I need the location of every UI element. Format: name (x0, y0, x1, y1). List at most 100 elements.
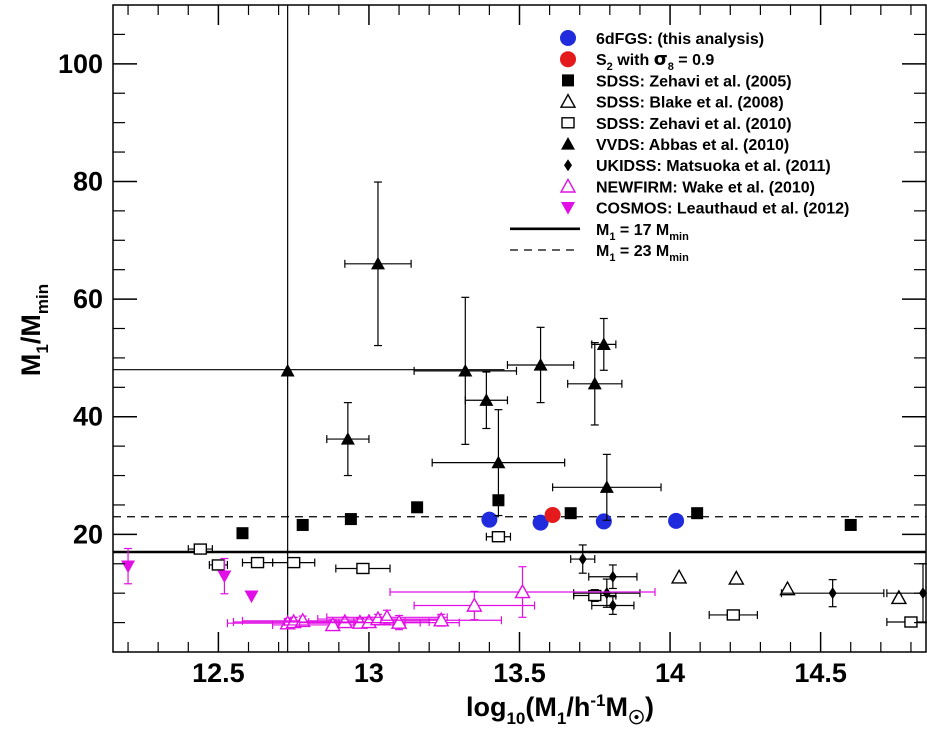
data-point (193, 543, 208, 555)
legend-label: SDSS: Blake et al. (2008) (596, 95, 784, 112)
y-tick-label: 80 (73, 166, 103, 196)
data-point (356, 562, 370, 575)
legend-swatch (560, 30, 576, 46)
data-point (564, 507, 577, 520)
legend-label: COSMOS: Leauthaud et al. (2012) (596, 201, 849, 218)
data-point (466, 597, 483, 612)
y-tick-label: 20 (73, 519, 103, 549)
data-point (217, 570, 232, 584)
plot-border (112, 4, 927, 653)
legend-label: SDSS: Zehavi et al. (2010) (596, 116, 792, 133)
data-point (244, 590, 259, 604)
series-cosmos-leauthaud-et-al-2012 (121, 547, 259, 604)
series-sdss-blake-et-al-2008 (670, 568, 908, 605)
data-point (828, 587, 837, 600)
legend-item: 6dFGS: (this analysis) (560, 30, 764, 48)
reference-lines (113, 5, 926, 652)
data-point (608, 599, 617, 612)
legend-label: M1 = 17 Mmin (596, 222, 689, 243)
data-point (370, 256, 385, 270)
series-vvds-abbas-et-al-2010 (280, 181, 662, 521)
y-axis-label: M1/Mmin (16, 284, 52, 376)
data-point (390, 614, 408, 629)
x-tick-label: 14 (655, 658, 685, 688)
data-point (668, 512, 685, 529)
data-point (890, 589, 908, 605)
data-point (844, 518, 857, 531)
data-point (286, 556, 301, 569)
data-point (236, 527, 249, 540)
series-ukidss-matsuoka-et-al-2011 (570, 544, 927, 624)
series-6dfgs-this-analysis (481, 511, 685, 531)
plot-frame (112, 4, 927, 653)
data-point (121, 560, 136, 574)
data-point (324, 616, 342, 632)
data-point (340, 432, 355, 445)
legend-label: S2 with σ8 = 0.9 (596, 49, 714, 73)
y-tick-label: 40 (73, 402, 103, 432)
legend-label: M1 = 23 Mmin (596, 243, 689, 264)
legend-item: UKIDSS: Matsuoka et al. (2011) (564, 158, 831, 175)
legend-swatch (559, 93, 577, 108)
data-point (602, 587, 611, 600)
legend-swatch (564, 159, 572, 172)
legend-label: 6dFGS: (this analysis) (596, 31, 764, 48)
data-point (250, 556, 265, 569)
data-point (533, 357, 548, 371)
data-point (514, 583, 531, 599)
data-point (479, 393, 494, 406)
data-point (433, 611, 450, 627)
legend-item: SDSS: Zehavi et al. (2010) (561, 116, 792, 133)
legend-item: M1 = 17 Mmin (510, 222, 689, 243)
legend-label: SDSS: Zehavi et al. (2005) (596, 73, 792, 90)
x-tick-label: 14.5 (794, 658, 847, 688)
data-point (532, 514, 549, 531)
axes: 12.5 13 13.5 14 14.5 20 40 60 80 100 (58, 5, 926, 688)
legend-item: S2 with σ8 = 0.9 (560, 49, 714, 73)
data-point (491, 531, 506, 543)
x-tick-label: 12.5 (192, 658, 245, 688)
legend-swatch (562, 74, 574, 87)
legend-item: VVDS: Abbas et al. (2010) (561, 137, 789, 154)
x-tick-label: 13 (354, 658, 384, 688)
data-point (595, 513, 612, 530)
legend-swatch (561, 202, 575, 215)
data-point (211, 559, 226, 571)
data-point (491, 455, 506, 469)
data-point (599, 480, 614, 493)
legend-item: SDSS: Zehavi et al. (2005) (562, 73, 792, 90)
data-point (608, 570, 617, 583)
legend-swatch (561, 137, 575, 150)
legend-label: VVDS: Abbas et al. (2010) (596, 137, 789, 154)
data-point (458, 363, 473, 377)
data-point (336, 613, 354, 629)
series-sdss-zehavi-et-al-2010 (187, 531, 927, 628)
data-point (296, 518, 309, 531)
legend-label: NEWFIRM: Wake et al. (2010) (596, 179, 815, 196)
legend-label: UKIDSS: Matsuoka et al. (2011) (596, 158, 831, 175)
legend-item: SDSS: Blake et al. (2008) (559, 93, 784, 112)
legend-item: COSMOS: Leauthaud et al. (2012) (561, 201, 849, 218)
data-point (691, 507, 704, 520)
data-series (121, 181, 927, 632)
data-point (280, 363, 295, 377)
legend-swatch (559, 177, 577, 193)
data-point (411, 501, 424, 514)
legend-item: NEWFIRM: Wake et al. (2010) (559, 177, 815, 196)
series-sdss-zehavi-et-al-2005 (236, 494, 857, 540)
series-newfirm-wake-et-al-2010 (226, 566, 656, 632)
data-point (596, 337, 611, 350)
data-point (578, 553, 587, 566)
data-point (779, 580, 796, 596)
data-point (378, 608, 396, 624)
legend: 6dFGS: (this analysis)S2 with σ8 = 0.9SD… (510, 30, 849, 264)
x-tick-label: 13.5 (493, 658, 546, 688)
data-point (587, 376, 602, 390)
legend-swatch (561, 117, 575, 129)
series-s2-with-8-0-9 (544, 506, 561, 523)
data-point (670, 568, 688, 584)
data-point (726, 609, 740, 621)
x-axis-label: log10(M1/h-1M☉) (466, 691, 654, 729)
data-point (544, 506, 561, 523)
